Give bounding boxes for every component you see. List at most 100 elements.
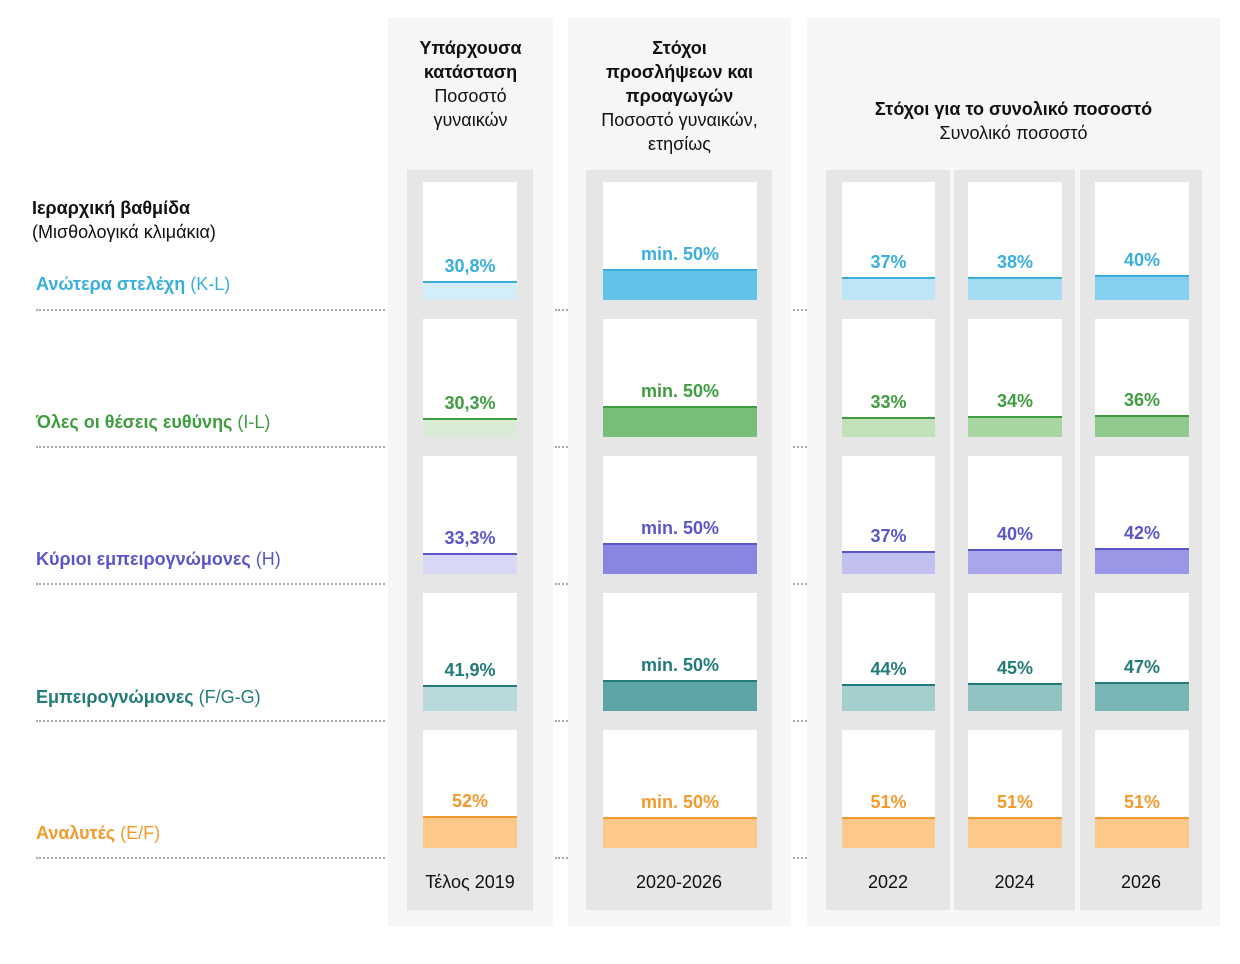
chart-value-label: 34% [996, 391, 1034, 411]
chart-value-label: min. 50% [640, 244, 720, 264]
chart-bar-top [1095, 415, 1189, 417]
chart-value-label: min. 50% [640, 792, 720, 812]
chart-bar [968, 278, 1062, 300]
chart-bar-top [603, 269, 757, 271]
chart-value-label: 33,3% [444, 528, 496, 548]
header-overall: Στόχοι για το συνολικό ποσοστό Συνολικό … [807, 97, 1220, 145]
row-separator [555, 583, 568, 585]
chart-bar [968, 417, 1062, 437]
chart-bar-top [968, 817, 1062, 819]
row-label-name: Εμπειρογνώμονες [36, 687, 194, 707]
header-current-line1: Υπάρχουσα [419, 38, 522, 58]
chart-value-label: 30,8% [444, 256, 496, 276]
chart-cell [423, 319, 517, 437]
header-hiring-sub2: ετησίως [648, 134, 711, 154]
chart-bar-top [1095, 682, 1189, 684]
header-hiring-line3: προαγωγών [625, 86, 734, 106]
chart-value-label: 51% [1123, 792, 1161, 812]
chart-value-label: 51% [870, 792, 907, 812]
chart-bar [423, 554, 517, 574]
header-hiring: Στόχοι προσλήψεων και προαγωγών Ποσοστό … [568, 36, 791, 156]
row-label-code: (K-L) [185, 274, 231, 294]
chart-value-label: 42% [1123, 523, 1161, 543]
header-hiring-line1: Στόχοι [652, 38, 707, 58]
chart-value-label: min. 50% [640, 381, 720, 401]
chart-bar-top [603, 817, 757, 819]
hierarchy-subtitle: (Μισθολογικά κλιμάκια) [32, 222, 216, 242]
header-current: Υπάρχουσα κατάσταση Ποσοστό γυναικών [388, 36, 553, 132]
chart-bar [1095, 549, 1189, 574]
chart-bar-top [603, 406, 757, 408]
footer-2022: 2022 [867, 872, 909, 892]
chart-bar-top [968, 416, 1062, 418]
chart-bar [968, 684, 1062, 711]
hierarchy-title: Ιεραρχική βαθμίδα [32, 198, 191, 218]
row-separator [793, 309, 807, 311]
chart-bar-top [1095, 275, 1189, 277]
chart-bar [603, 544, 757, 574]
header-current-line2: κατάσταση [423, 62, 518, 82]
row-separator [555, 857, 568, 859]
chart-bar [1095, 683, 1189, 711]
chart-value-label: 52% [451, 791, 489, 811]
chart-bar-top [603, 543, 757, 545]
chart-bar [968, 818, 1062, 848]
chart-bar [603, 818, 757, 848]
chart-bar-top [423, 816, 517, 818]
row-label-code: (I-L) [232, 412, 271, 432]
footer-2020-2026: 2020-2026 [635, 872, 723, 892]
chart-bar [842, 552, 935, 574]
chart-bar [842, 418, 935, 437]
chart-value-label: 33% [870, 392, 907, 412]
row-label: Κύριοι εμπειρογνώμονες (H) [36, 549, 281, 570]
chart-bar [603, 681, 757, 711]
chart-bar [603, 407, 757, 437]
chart-bar-top [423, 281, 517, 283]
chart-bar [1095, 416, 1189, 437]
header-overall-sub: Συνολικό ποσοστό [939, 123, 1088, 143]
row-label: Ανώτερα στελέχη (K-L) [36, 274, 230, 295]
chart-bar [1095, 818, 1189, 848]
footer-2024: 2024 [994, 872, 1035, 892]
row-separator [36, 446, 385, 448]
chart-value-label: 44% [870, 659, 907, 679]
chart-bar-top [968, 683, 1062, 685]
chart-bar-top [1095, 817, 1189, 819]
header-current-sub1: Ποσοστό [434, 86, 507, 106]
row-label: Αναλυτές (E/F) [36, 823, 160, 844]
header-hiring-sub1: Ποσοστό γυναικών, [601, 110, 758, 130]
row-label-name: Αναλυτές [36, 823, 116, 843]
chart-bar-top [423, 553, 517, 555]
chart-bar [603, 270, 757, 300]
chart-value-label: 41,9% [444, 660, 496, 680]
header-current-sub2: γυναικών [433, 110, 508, 130]
chart-cell [423, 182, 517, 300]
row-label: Όλες οι θέσεις ευθύνης (I-L) [36, 412, 270, 433]
chart-bar [842, 278, 935, 300]
row-label-name: Όλες οι θέσεις ευθύνης [36, 412, 233, 432]
header-hiring-line2: προσλήψεων και [605, 62, 754, 82]
chart-bar [842, 818, 935, 848]
chart-value-label: min. 50% [640, 518, 720, 538]
row-separator [555, 309, 568, 311]
row-separator [555, 720, 568, 722]
chart-bar [423, 282, 517, 300]
footer-2026: 2026 [1120, 872, 1162, 892]
chart-bar-top [842, 417, 935, 419]
chart-value-label: 37% [870, 252, 907, 272]
chart-bar-top [968, 277, 1062, 279]
row-label-code: (H) [250, 549, 281, 569]
chart-bar-top [968, 549, 1062, 551]
chart-value-label: 30,3% [444, 393, 496, 413]
row-separator [36, 857, 385, 859]
header-overall-title: Στόχοι για το συνολικό ποσοστό [874, 99, 1153, 119]
chart-bar [423, 419, 517, 437]
chart-bar-top [423, 418, 517, 420]
row-label-code: (F/G-G) [193, 687, 261, 707]
chart-value-label: 51% [996, 792, 1034, 812]
row-label-name: Κύριοι εμπειρογνώμονες [36, 549, 251, 569]
chart-bar [1095, 276, 1189, 300]
chart-bar-top [603, 680, 757, 682]
hierarchy-caption: Ιεραρχική βαθμίδα (Μισθολογικά κλιμάκια) [32, 196, 216, 244]
chart-value-label: 38% [996, 252, 1034, 272]
